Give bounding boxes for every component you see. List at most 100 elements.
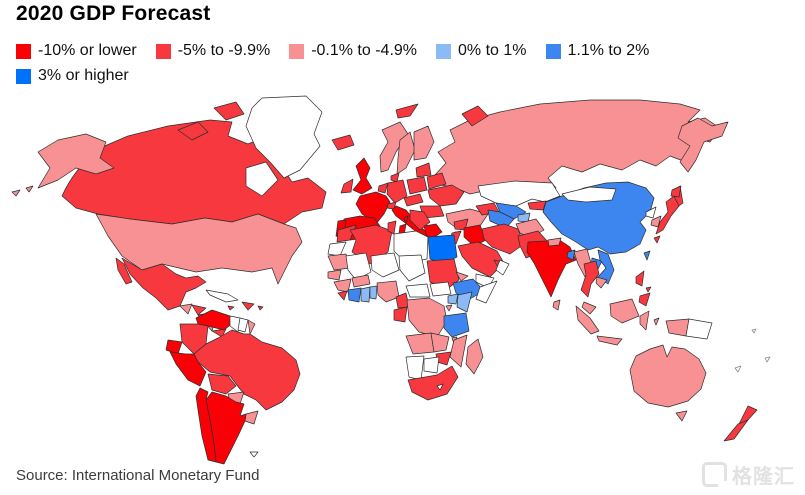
- country-new-zealand-north: [738, 405, 758, 425]
- country-ukraine: [427, 184, 465, 207]
- legend-swatch-cat5: [545, 43, 561, 59]
- country-thailand: [580, 260, 600, 298]
- country-cuba: [205, 289, 239, 303]
- country-cote-divoire: [347, 287, 362, 303]
- source-caption: Source: International Monetary Fund: [16, 467, 260, 484]
- legend-swatch-cat6: [16, 68, 31, 84]
- country-drc: [406, 297, 448, 338]
- country-germany: [386, 179, 408, 204]
- country-peru: [169, 351, 207, 387]
- country-taiwan: [643, 250, 651, 261]
- country-uruguay: [244, 410, 259, 425]
- country-austria-czech: [403, 193, 424, 207]
- country-senegal: [327, 269, 342, 281]
- island-vanuatu: [751, 328, 757, 334]
- country-panama: [211, 328, 227, 338]
- country-indonesia-sulawesi: [639, 310, 650, 331]
- legend-item-cat6: 3% or higher: [16, 67, 129, 85]
- country-ecuador: [165, 339, 183, 355]
- country-alaska: [37, 133, 115, 189]
- country-iran: [481, 223, 525, 255]
- country-japan: [655, 195, 680, 235]
- country-denmark: [390, 172, 400, 183]
- country-zambia: [430, 332, 450, 353]
- legend-label-cat5: 1.1% to 2%: [567, 42, 650, 59]
- country-western-sahara: [327, 241, 347, 257]
- country-cambodia: [595, 276, 608, 289]
- legend-swatch-cat2: [155, 43, 171, 59]
- country-hispaniola: [241, 301, 255, 311]
- country-uk: [352, 157, 373, 195]
- country-philippines: [635, 270, 645, 287]
- country-honduras: [191, 304, 207, 316]
- country-south-africa: [407, 365, 459, 401]
- country-france: [355, 191, 391, 225]
- country-turkmenistan: [487, 209, 515, 229]
- legend-label-cat3: -0.1% to -4.9%: [311, 42, 418, 59]
- watermark-text: 格隆汇: [732, 466, 795, 488]
- country-north-korea: [645, 206, 657, 219]
- page-title: 2020 GDP Forecast: [16, 2, 211, 25]
- country-sudan: [426, 258, 460, 291]
- legend-item-cat4: 0% to 1%: [436, 42, 527, 60]
- country-ireland: [340, 178, 354, 194]
- country-namibia: [405, 355, 425, 381]
- country-aleutians: [11, 189, 21, 197]
- gelonghui-logo-icon: [702, 462, 727, 487]
- legend-swatch-cat1: [16, 43, 31, 59]
- country-poland: [406, 176, 428, 195]
- country-corsica: [403, 215, 409, 225]
- legend-label-cat6: 3% or higher: [38, 67, 129, 84]
- country-chad: [398, 254, 426, 282]
- country-norway: [379, 121, 409, 173]
- country-chile: [195, 387, 217, 463]
- country-south-sudan: [429, 281, 452, 297]
- country-novaya-zemlya: [461, 105, 489, 127]
- country-somalia: [475, 280, 498, 304]
- country-baltics: [415, 162, 432, 178]
- country-ghana: [360, 286, 371, 303]
- island-fiji: [764, 356, 771, 363]
- country-belarus: [426, 172, 447, 190]
- country-ellesmere-island: [213, 101, 245, 121]
- country-jamaica: [227, 305, 235, 311]
- watermark: 格隆汇: [702, 460, 795, 489]
- country-angola: [405, 332, 435, 355]
- country-central-african-republic: [405, 283, 431, 298]
- country-madagascar: [465, 338, 484, 375]
- country-india: [526, 238, 577, 298]
- country-suriname: [237, 317, 249, 333]
- country-japan-hokkaido: [670, 185, 682, 198]
- legend-item-cat2: -5% to -9.9%: [155, 42, 270, 60]
- country-malaysia: [581, 301, 597, 315]
- country-greece: [423, 223, 443, 241]
- country-tanzania: [443, 312, 470, 338]
- legend-item-cat1: -10% or lower: [16, 42, 137, 60]
- country-new-zealand-south: [723, 419, 749, 442]
- country-kenya: [456, 291, 473, 313]
- country-borneo: [609, 298, 640, 324]
- country-brazil: [193, 329, 301, 411]
- sea-hudson-bay: [245, 161, 279, 197]
- country-tasmania: [675, 410, 688, 422]
- legend-item-cat5: 1.1% to 2%: [545, 42, 650, 60]
- country-botswana: [423, 356, 440, 374]
- country-aleutians: [25, 185, 34, 193]
- country-papua-new-guinea: [685, 318, 713, 340]
- country-indonesia-moluccas: [653, 317, 660, 326]
- country-sierra-leone: [337, 290, 348, 301]
- legend-label-cat1: -10% or lower: [38, 42, 137, 59]
- country-puerto-rico: [257, 305, 264, 311]
- country-mexico: [121, 257, 207, 311]
- country-bolivia: [207, 373, 237, 395]
- country-sri-lanka: [552, 299, 561, 311]
- country-rwanda-burundi: [445, 304, 453, 312]
- legend-swatch-cat3: [289, 43, 305, 59]
- country-finland: [413, 125, 435, 161]
- country-kyrgyzstan: [527, 200, 547, 211]
- island-new-caledonia: [734, 365, 742, 373]
- country-kazakhstan: [477, 180, 561, 207]
- country-iceland: [331, 134, 355, 151]
